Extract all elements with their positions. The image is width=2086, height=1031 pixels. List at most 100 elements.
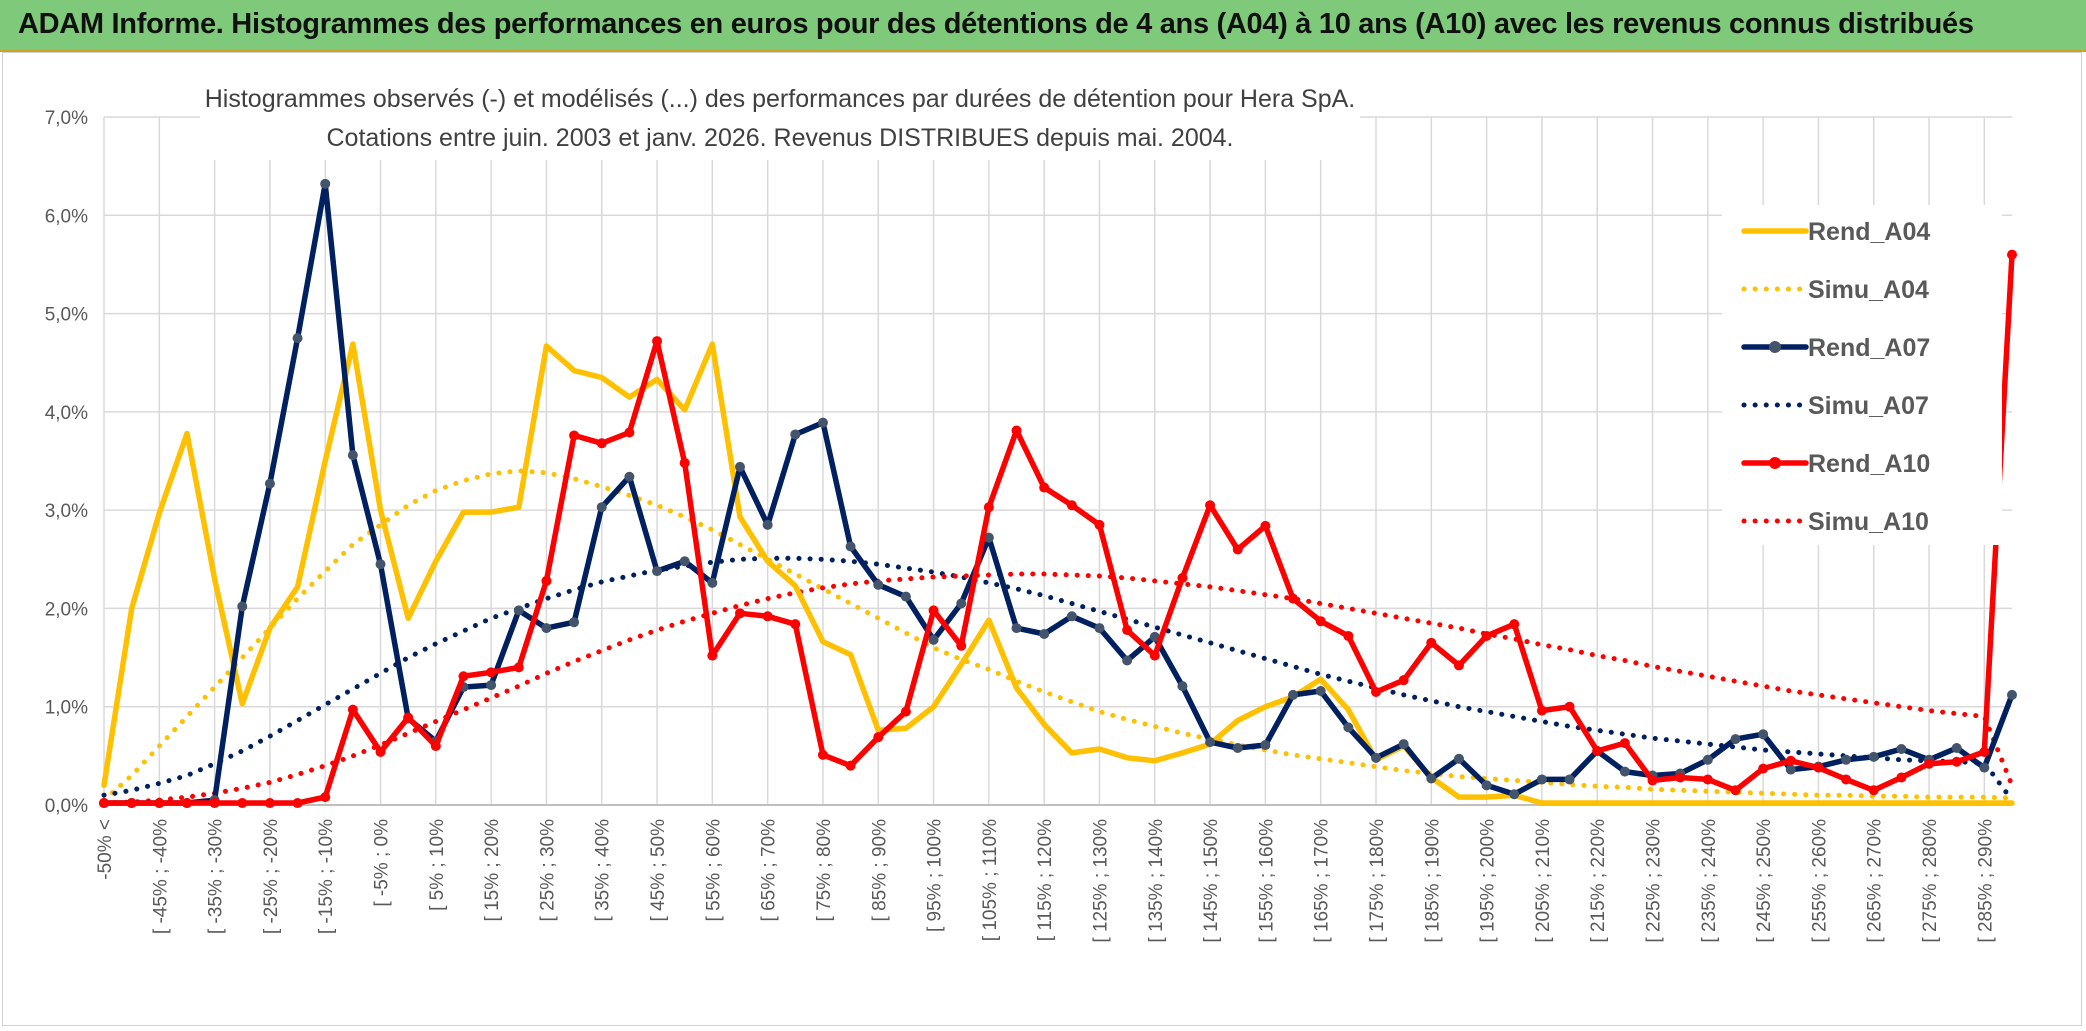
x-tick-label: [ 185% ; 190% [1422,819,1443,943]
x-tick-label: [ 215% ; 220% [1588,819,1609,943]
point-rend-a07 [707,577,718,588]
x-tick-label: [ 75% ; 80% [814,819,835,922]
legend-marker [1769,457,1781,469]
point-rend-a10 [1177,572,1188,583]
x-tick-label: [ 175% ; 180% [1367,819,1388,943]
point-rend-a07 [292,333,303,344]
point-rend-a10 [1426,637,1437,648]
point-rend-a10 [541,575,552,586]
point-rend-a07 [928,634,939,645]
point-rend-a10 [596,438,607,449]
point-rend-a07 [569,617,580,628]
x-tick-label: [ 25% ; 30% [537,819,558,922]
point-rend-a10 [264,798,275,809]
point-rend-a10 [1232,544,1243,555]
x-tick-label: [ -25% ; -20% [261,819,282,934]
point-rend-a07 [1785,764,1796,775]
series-line-rend-a04 [101,341,2015,806]
point-rend-a07 [596,502,607,513]
point-rend-a10 [126,798,137,809]
point-rend-a07 [375,559,386,570]
point-rend-a10 [1094,519,1105,530]
point-rend-a10 [1122,625,1133,636]
point-rend-a07 [2007,689,2017,700]
point-rend-a10 [873,732,884,743]
point-rend-a07 [1841,754,1852,765]
point-rend-a07 [1094,623,1105,634]
point-rend-a10 [154,798,165,809]
point-rend-a07 [1453,753,1464,764]
point-rend-a07 [1896,743,1907,754]
series-line-rend-a10 [101,251,2015,806]
x-tick-label: [ -45% ; -40% [150,819,171,934]
y-tick-label: 2,0% [45,599,88,620]
point-rend-a07 [1951,742,1962,753]
point-rend-a07 [486,680,497,691]
point-rend-a10 [1453,660,1464,671]
point-rend-a10 [1066,500,1077,511]
point-rend-a07 [1702,754,1713,765]
x-tick-label: [ -35% ; -30% [206,819,227,934]
x-tick-label: [ 95% ; 100% [925,819,946,932]
point-rend-a10 [1675,772,1686,783]
chart-title: Histogrammes observés (-) et modélisés (… [205,85,1356,113]
point-rend-a07 [1149,631,1160,642]
x-tick-label: [ 205% ; 210% [1533,819,1554,943]
point-rend-a07 [1758,729,1769,740]
point-rend-a10 [1315,616,1326,627]
legend-label: Simu_A10 [1808,508,1929,536]
y-tick-label: 5,0% [45,305,88,326]
point-rend-a07 [1205,737,1216,748]
point-rend-a10 [1288,593,1299,604]
title-background [200,74,1360,160]
point-rend-a10 [486,667,497,678]
x-tick-label: [ 265% ; 270% [1865,819,1886,943]
point-rend-a07 [845,541,856,552]
point-rend-a10 [181,798,192,809]
point-rend-a10 [707,650,718,661]
point-rend-a07 [983,532,994,543]
chart-subtitle: Cotations entre juin. 2003 et janv. 2026… [327,124,1234,152]
report-banner: ADAM Informe. Histogrammes des performan… [0,0,2086,52]
x-tick-label: [ -5% ; 0% [372,819,393,907]
point-rend-a10 [403,712,414,723]
x-tick-label: [ 85% ; 90% [869,819,890,922]
point-rend-a10 [1398,675,1409,686]
point-rend-a10 [1481,630,1492,641]
point-rend-a07 [347,450,358,461]
point-rend-a07 [1288,689,1299,700]
point-rend-a10 [458,671,469,682]
point-rend-a07 [1039,628,1050,639]
point-rend-a07 [1398,739,1409,750]
point-rend-a07 [1343,722,1354,733]
x-tick-label: [ -15% ; -10% [316,819,337,934]
point-rend-a10 [928,605,939,616]
y-tick-label: 0,0% [45,796,88,817]
point-rend-a10 [900,706,911,717]
point-rend-a10 [513,662,524,673]
point-rend-a07 [1066,611,1077,622]
y-tick-label: 3,0% [45,501,88,522]
point-rend-a10 [347,704,358,715]
x-tick-label: [ 195% ; 200% [1478,819,1499,943]
point-rend-a07 [1426,773,1437,784]
point-rend-a10 [1758,763,1769,774]
point-rend-a10 [1205,500,1216,511]
x-tick-label: [ 255% ; 260% [1809,819,1830,943]
x-tick-label: [ 245% ; 250% [1754,819,1775,943]
point-rend-a07 [1979,762,1990,773]
point-rend-a10 [292,798,303,809]
y-tick-label: 1,0% [45,698,88,719]
point-rend-a10 [1702,774,1713,785]
legend-marker [1769,341,1781,353]
point-rend-a07 [1536,774,1547,785]
point-rend-a10 [735,608,745,619]
point-rend-a07 [1868,751,1879,762]
y-tick-label: 4,0% [45,403,88,424]
point-rend-a07 [624,471,635,482]
x-tick-label: [ 275% ; 280% [1920,819,1941,943]
point-rend-a10 [1813,762,1824,773]
point-rend-a07 [956,598,967,609]
point-rend-a10 [1343,630,1354,641]
